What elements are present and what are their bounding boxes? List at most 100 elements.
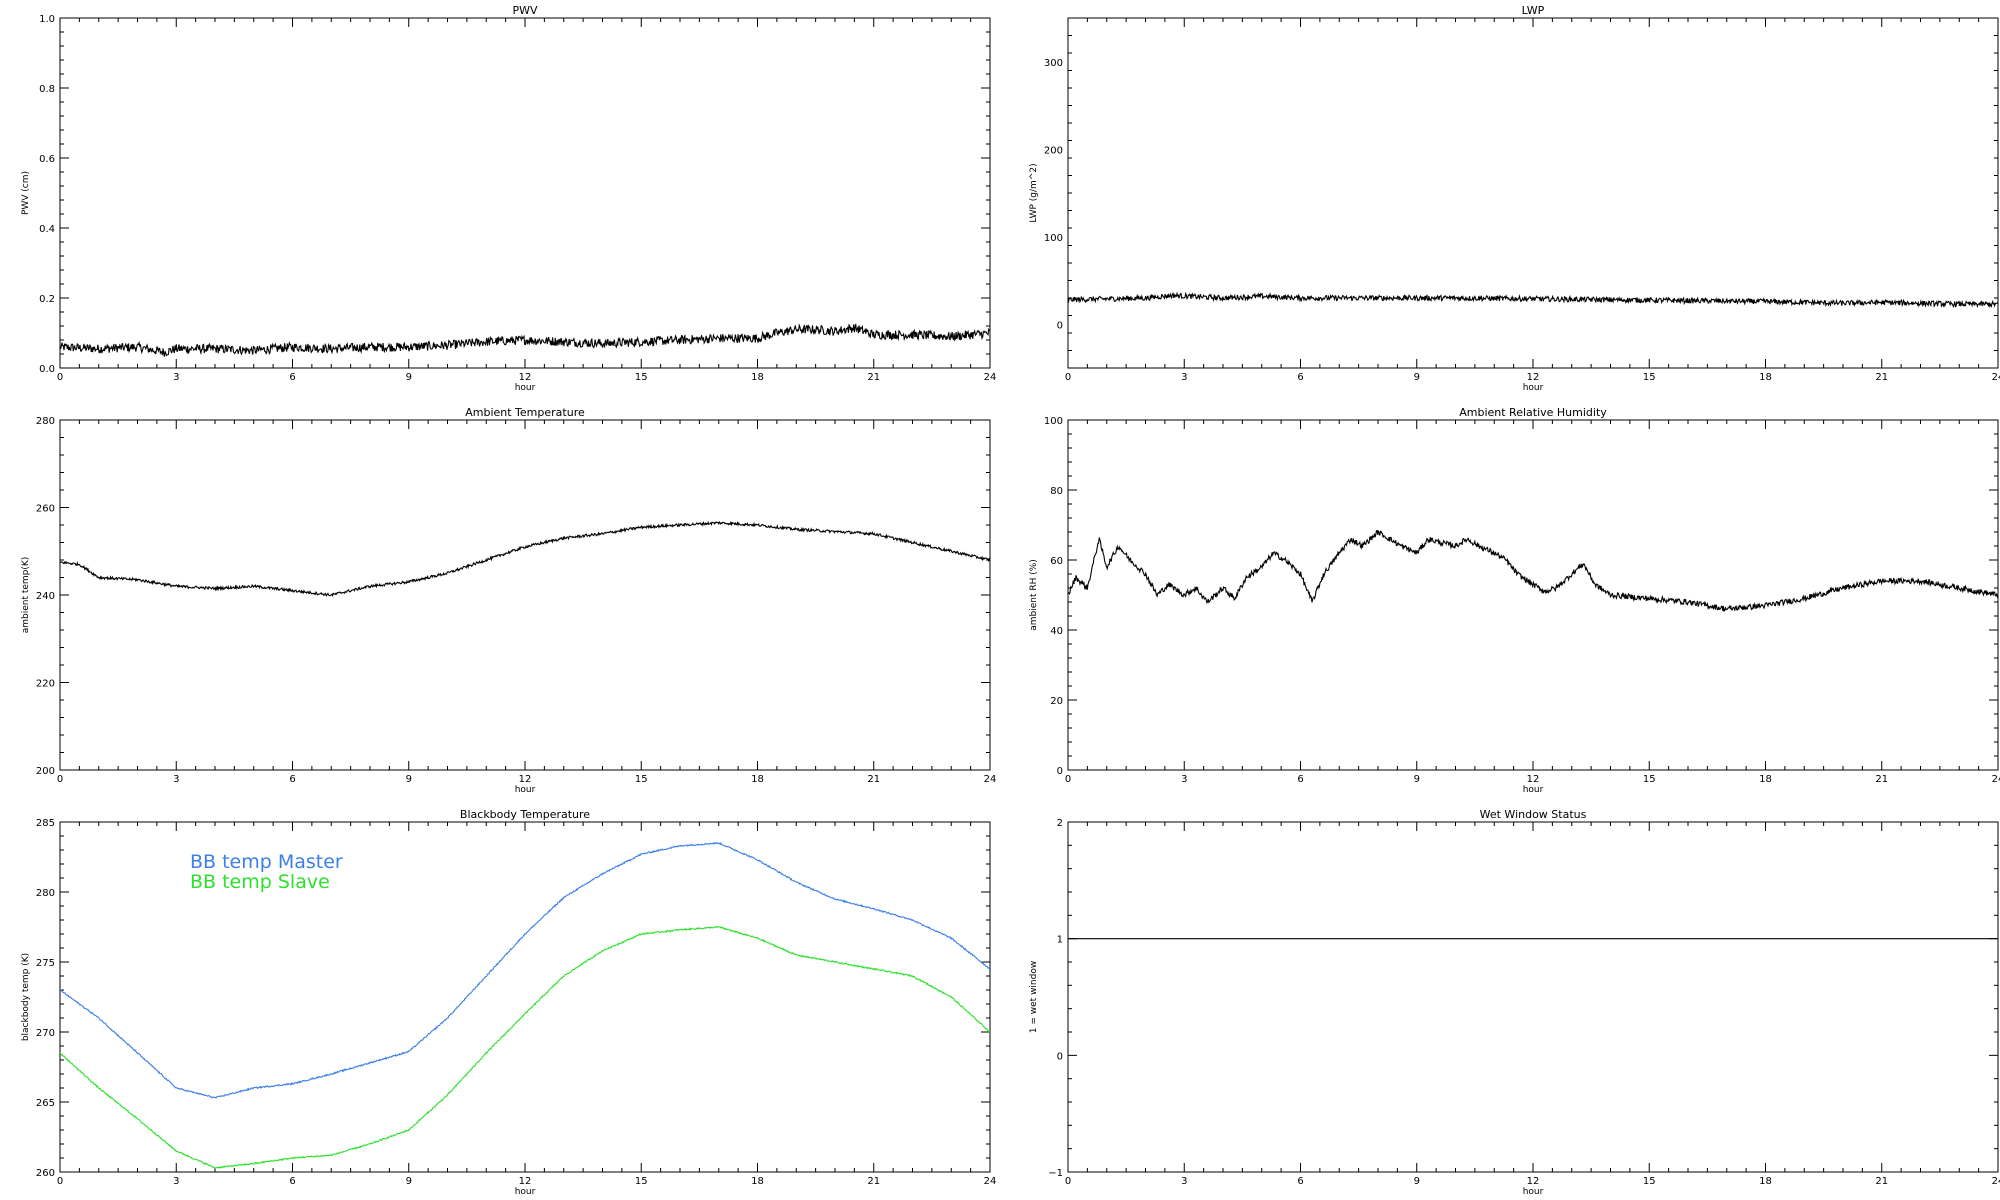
x-tick-label: 6 — [1297, 774, 1303, 785]
chart-panel-wet-window-status: Wet Window Status03691215182124hour−1012… — [1029, 808, 2000, 1197]
y-tick-label: 0.4 — [39, 224, 55, 235]
y-tick-label: 280 — [36, 416, 55, 427]
x-tick-label: 9 — [406, 372, 412, 383]
chart-title: LWP — [1522, 4, 1545, 17]
y-tick-label: 275 — [36, 958, 55, 969]
x-tick-label: 12 — [519, 1176, 532, 1187]
y-tick-label: 285 — [36, 818, 55, 829]
y-axis-label: PWV (cm) — [21, 171, 31, 215]
x-tick-label: 24 — [984, 1176, 997, 1187]
x-tick-label: 21 — [867, 774, 880, 785]
x-tick-label: 3 — [1181, 774, 1187, 785]
y-tick-label: 0 — [1057, 766, 1063, 777]
y-tick-label: 220 — [36, 679, 55, 690]
x-tick-label: 24 — [984, 774, 997, 785]
y-tick-label: 20 — [1050, 696, 1063, 707]
x-axis-label: hour — [515, 1187, 536, 1197]
x-tick-label: 0 — [1065, 372, 1071, 383]
x-tick-label: 12 — [1527, 1176, 1540, 1187]
y-tick-label: 200 — [1044, 145, 1063, 156]
x-tick-label: 21 — [867, 372, 880, 383]
y-axis-label: blackbody temp (K) — [21, 953, 31, 1041]
x-tick-label: 3 — [1181, 372, 1187, 383]
x-axis-label: hour — [515, 383, 536, 393]
x-tick-label: 15 — [635, 774, 648, 785]
plot-frame — [1067, 17, 1999, 369]
y-tick-label: 240 — [36, 591, 55, 602]
x-tick-label: 18 — [751, 774, 764, 785]
x-tick-label: 24 — [1992, 372, 2000, 383]
legend-entry: BB temp Slave — [190, 871, 330, 893]
x-tick-label: 12 — [519, 774, 532, 785]
x-tick-label: 24 — [1992, 774, 2000, 785]
y-tick-label: 0.8 — [39, 84, 55, 95]
y-tick-label: 80 — [1050, 486, 1063, 497]
series-line-0 — [60, 323, 990, 357]
x-tick-label: 21 — [867, 1176, 880, 1187]
x-tick-label: 0 — [1065, 774, 1071, 785]
x-tick-label: 12 — [1527, 774, 1540, 785]
x-tick-label: 0 — [57, 1176, 63, 1187]
x-tick-label: 9 — [1414, 774, 1420, 785]
y-tick-label: 260 — [36, 1168, 55, 1179]
y-tick-label: 100 — [1044, 233, 1063, 244]
y-tick-label: 300 — [1044, 58, 1063, 69]
y-tick-label: 100 — [1044, 416, 1063, 427]
x-tick-label: 3 — [173, 1176, 179, 1187]
series-line-0 — [1068, 529, 1998, 613]
y-tick-label: 2 — [1057, 818, 1063, 829]
series-line-1 — [60, 925, 990, 1169]
y-tick-label: 260 — [36, 504, 55, 515]
x-tick-label: 15 — [1643, 1176, 1656, 1187]
x-axis-label: hour — [1523, 785, 1544, 795]
x-tick-label: 3 — [1181, 1176, 1187, 1187]
x-tick-label: 3 — [173, 372, 179, 383]
x-tick-label: 0 — [1065, 1176, 1071, 1187]
x-tick-label: 15 — [635, 1176, 648, 1187]
plot-frame — [1067, 821, 1999, 1173]
chart-panel-lwp: LWP 0 3 6 9 12 15 18 21 24 hour 0 100 200 300 LWP (g/m^… — [1029, 4, 2000, 393]
x-tick-label: 6 — [289, 372, 295, 383]
y-tick-label: 0 — [1057, 320, 1063, 331]
legend-entry: BB temp Master — [190, 851, 343, 873]
chart-panel-ambient-temperature: Ambient Temperature 0 3 6 9 12 15 18 21 24 hour 200… — [21, 406, 996, 795]
y-tick-label: 0 — [1057, 1051, 1063, 1062]
y-tick-label: 0.0 — [39, 364, 55, 375]
x-tick-label: 18 — [751, 1176, 764, 1187]
y-tick-label: 1.0 — [39, 14, 55, 25]
chart-title: Wet Window Status — [1480, 808, 1587, 821]
y-tick-label: 200 — [36, 766, 55, 777]
x-tick-label: 15 — [1643, 774, 1656, 785]
x-axis-label: hour — [1523, 383, 1544, 393]
chart-title: Ambient Temperature — [465, 406, 585, 419]
y-tick-label: 265 — [36, 1098, 55, 1109]
series-line-0 — [60, 841, 990, 1099]
chart-title: Ambient Relative Humidity — [1459, 406, 1607, 419]
x-tick-label: 18 — [751, 372, 764, 383]
x-tick-label: 6 — [289, 774, 295, 785]
chart-panel-ambient-relative-humidity: Ambient Relative Humidity 0 3 6 9 12 15 18 21 24 h… — [1029, 406, 2000, 795]
plot-frame — [59, 419, 991, 771]
chart-panel-blackbody-temperature: Blackbody Temperature 0 3 6 9 12 15 18 21 24 hour 2… — [21, 808, 996, 1197]
x-tick-label: 9 — [1414, 1176, 1420, 1187]
x-tick-label: 15 — [635, 372, 648, 383]
x-tick-label: 12 — [519, 372, 532, 383]
y-tick-label: 0.6 — [39, 154, 55, 165]
y-tick-label: 60 — [1050, 556, 1063, 567]
x-tick-label: 24 — [1992, 1176, 2000, 1187]
x-tick-label: 21 — [1875, 1176, 1888, 1187]
series-line-0 — [60, 520, 990, 597]
y-axis-label: ambient RH (%) — [1029, 559, 1039, 631]
chart-panel-pwv: PWV 0 3 6 9 12 15 18 21 24 hour 0.0 0.2 0.4 0.6 0.8 1.0 P… — [21, 4, 996, 393]
x-tick-label: 18 — [1759, 372, 1772, 383]
x-tick-label: 9 — [1414, 372, 1420, 383]
x-tick-label: 9 — [406, 1176, 412, 1187]
x-tick-label: 0 — [57, 774, 63, 785]
chart-title: PWV — [512, 4, 538, 17]
x-tick-label: 15 — [1643, 372, 1656, 383]
y-tick-label: 280 — [36, 888, 55, 899]
y-tick-label: 40 — [1050, 626, 1063, 637]
y-tick-label: 0.2 — [39, 294, 55, 305]
plot-frame — [1067, 419, 1999, 771]
